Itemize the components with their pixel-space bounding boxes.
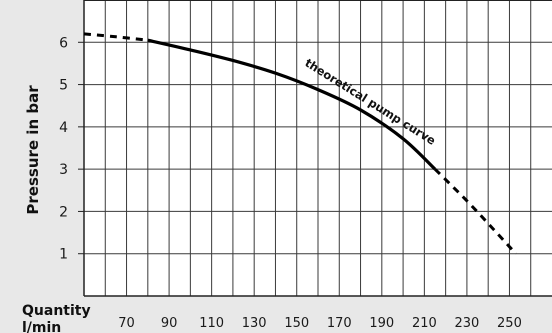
x-tick-labels: 70 90 110 130 150 170 190 210 230 250 [118, 316, 522, 331]
y-tick-label: 2 [59, 204, 68, 220]
curves [83, 32, 517, 255]
x-tick-label: 110 [199, 316, 224, 331]
x-axis-band [0, 296, 552, 333]
y-axis-label: Pressure in bar [24, 85, 42, 215]
grid [84, 0, 552, 296]
y-tick-label: 1 [59, 247, 68, 263]
y-tick-label: 6 [59, 35, 68, 51]
x-tick-label: 90 [161, 316, 178, 331]
y-axis-band [0, 0, 84, 333]
pump-curve-solid [147, 38, 437, 171]
y-tick-labels: 1 2 3 4 5 6 [59, 35, 84, 263]
x-tick-label: 210 [412, 316, 437, 331]
x-tick-label: 250 [497, 316, 522, 331]
y-tick-label: 3 [59, 162, 68, 178]
y-tick-label: 4 [59, 120, 68, 136]
frame [83, 0, 552, 297]
x-axis-label-line1: Quantity [22, 303, 91, 319]
x-tick-label: 230 [454, 316, 479, 331]
x-tick-label: 70 [118, 316, 135, 331]
x-tick-label: 170 [327, 316, 352, 331]
y-tick-label: 5 [59, 78, 68, 94]
x-tick-label: 190 [369, 316, 394, 331]
pump-curve-dashed [83, 32, 148, 42]
x-tick-label: 130 [242, 316, 267, 331]
pump-curve-dashed [433, 168, 517, 255]
x-axis-label-line2: l/min [22, 320, 61, 333]
x-tick-label: 150 [284, 316, 309, 331]
